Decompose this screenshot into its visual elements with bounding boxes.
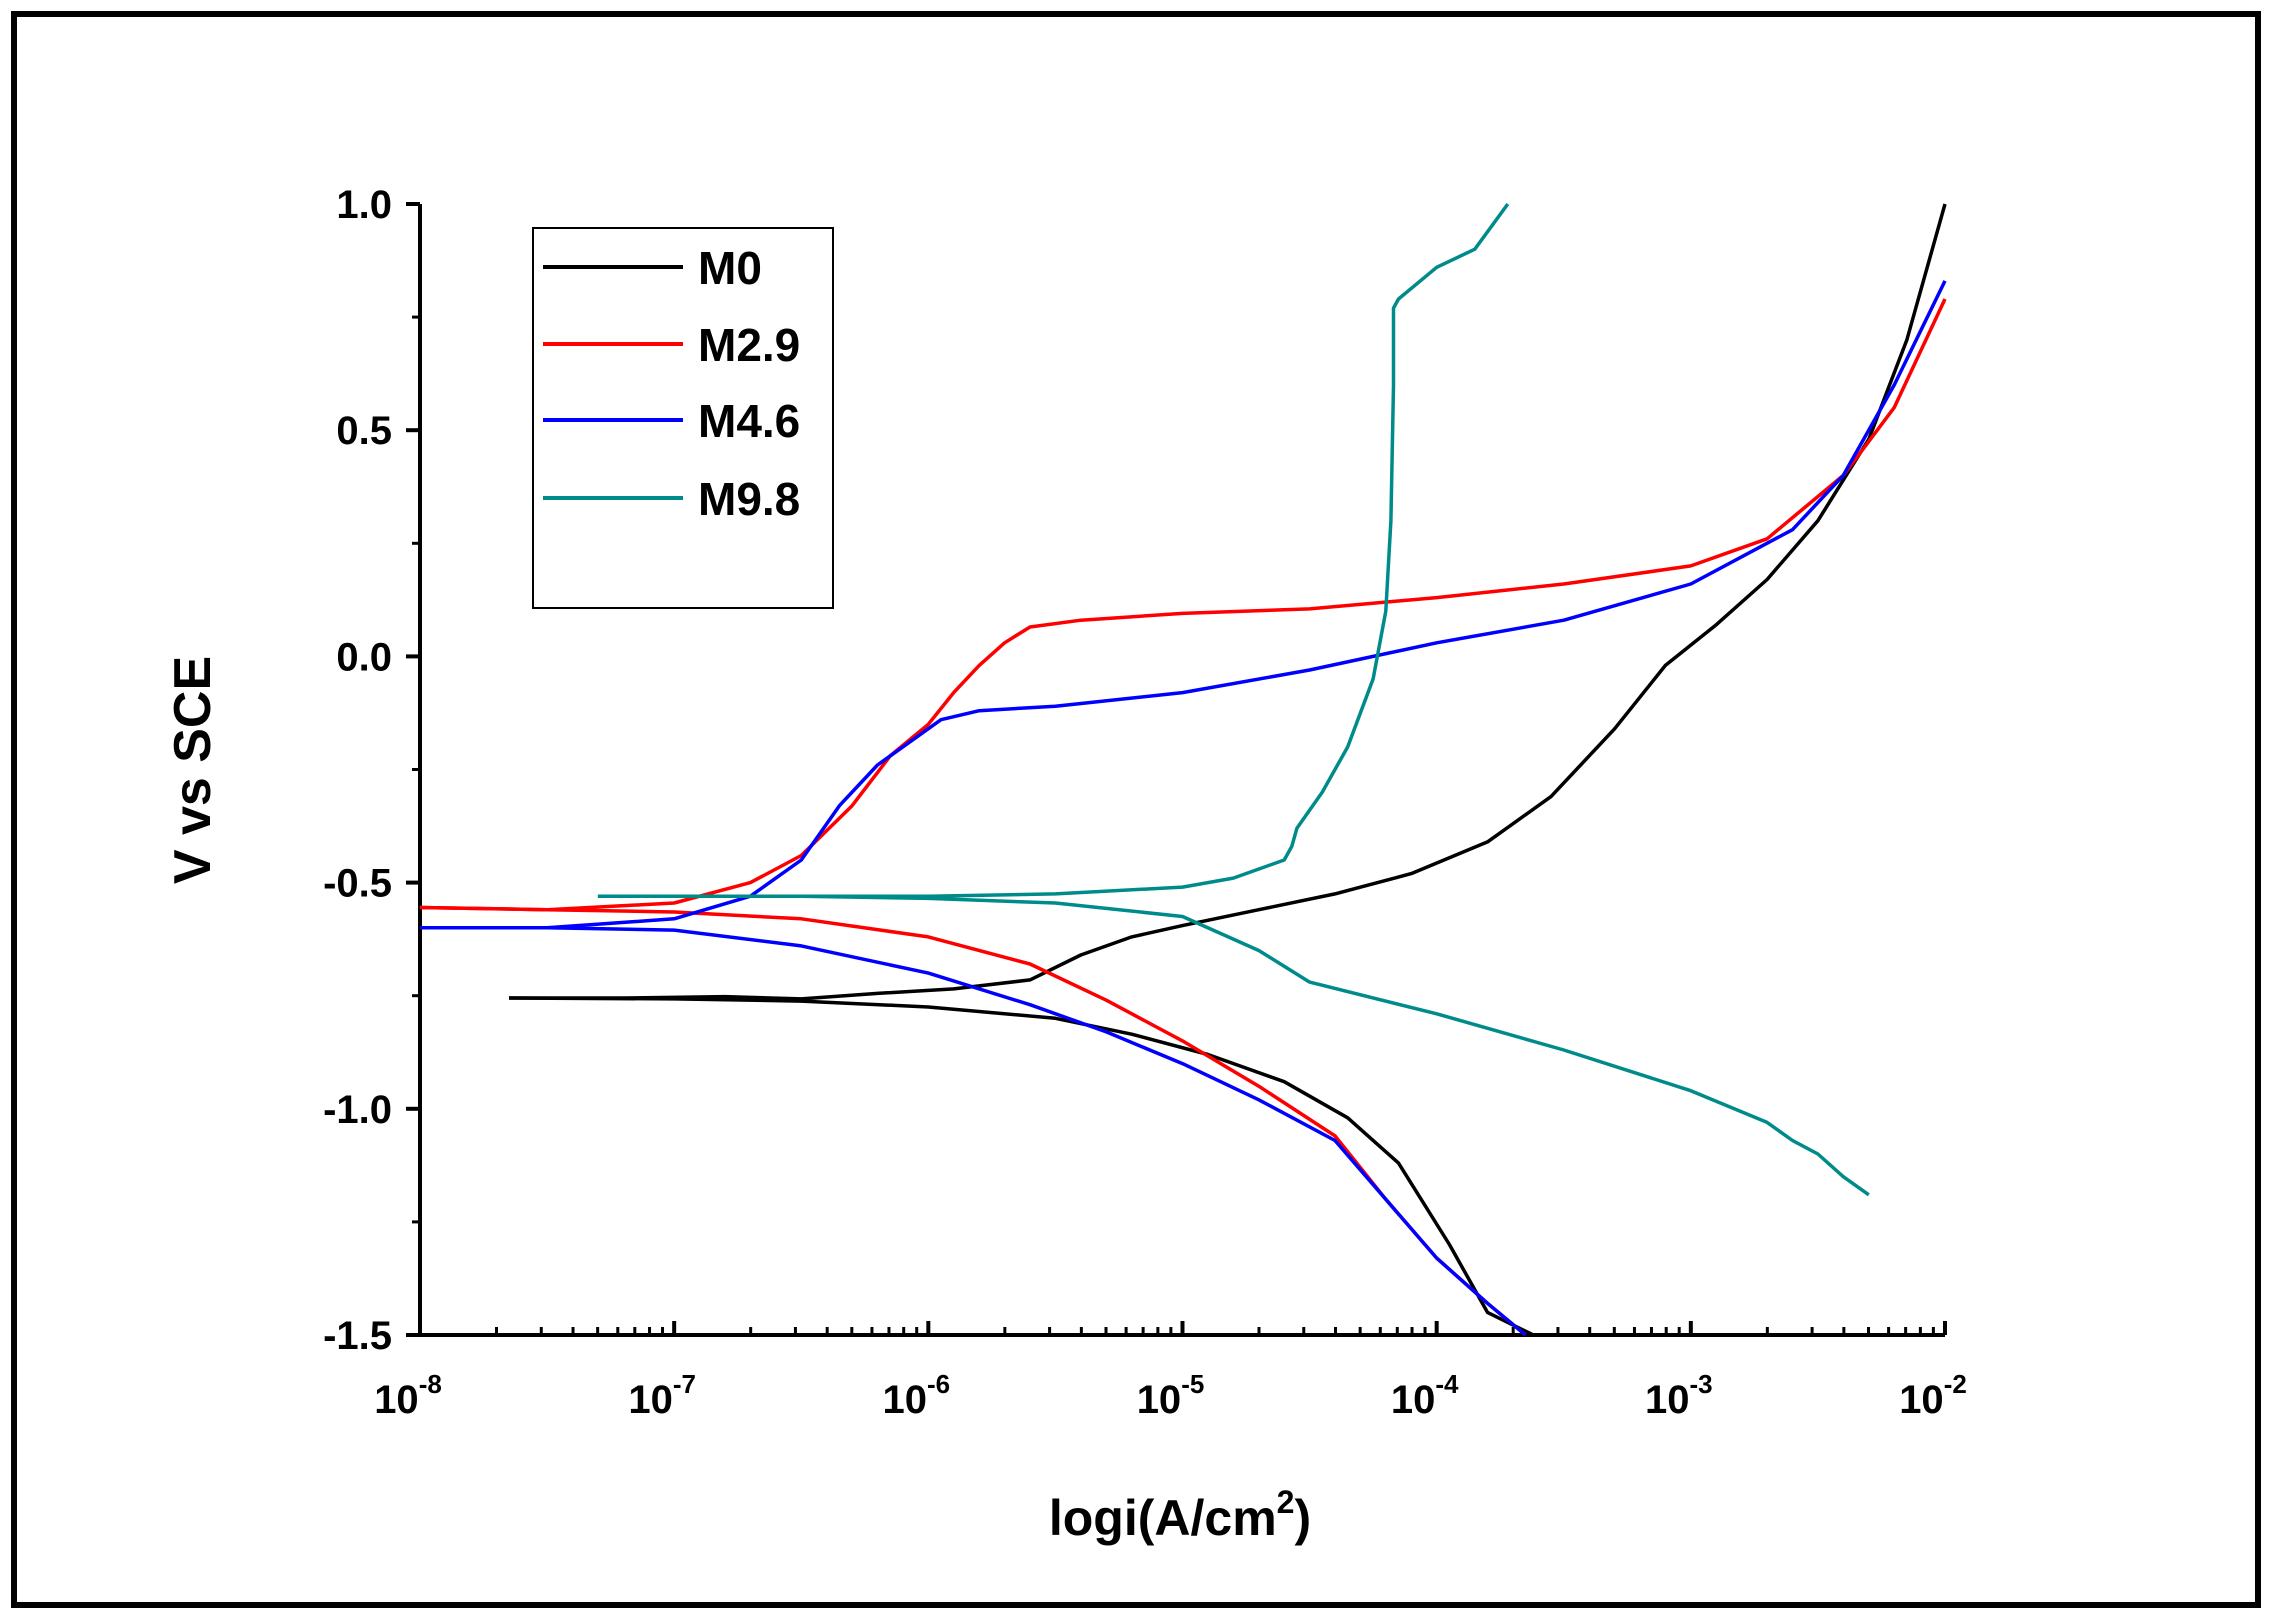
x-tick-label: 10-4 xyxy=(1391,1369,1459,1422)
x-tick-label: 10-5 xyxy=(1137,1369,1205,1422)
series-m9-8-anodic-line xyxy=(597,202,1510,898)
x-tick-base: 10 xyxy=(1899,1378,1944,1422)
x-tick-label: 10-7 xyxy=(628,1369,696,1422)
x-tick-exp: -4 xyxy=(1435,1369,1459,1399)
y-tick-label: -0.5 xyxy=(323,862,392,906)
x-axis-title-main: logi(A/cm xyxy=(1049,1490,1277,1546)
series-m2-9-anodic-line xyxy=(419,298,1947,912)
legend-label-m4-6: M4.6 xyxy=(698,395,800,447)
x-axis-title-sup: 2 xyxy=(1277,1484,1295,1520)
x-axis-title: logi(A/cm2) xyxy=(1049,1484,1311,1546)
x-tick-exp: -7 xyxy=(673,1369,696,1399)
series-m4-6-anodic-line xyxy=(420,280,1947,930)
x-tick-exp: -5 xyxy=(1181,1369,1204,1399)
x-tick-exp: -8 xyxy=(419,1369,442,1399)
legend-label-m9-8: M9.8 xyxy=(698,473,800,525)
x-tick-exp: -3 xyxy=(1690,1369,1713,1399)
x-tick-label: 10-8 xyxy=(374,1369,442,1422)
x-tick-label: 10-2 xyxy=(1899,1369,1967,1422)
y-tick-label: -1.0 xyxy=(323,1088,392,1132)
x-tick-label: 10-3 xyxy=(1645,1369,1713,1422)
x-tick-base: 10 xyxy=(1645,1378,1690,1422)
x-tick-label: 10-6 xyxy=(883,1369,951,1422)
series-m0-anodic-line xyxy=(509,203,1947,1001)
x-tick-exp: -2 xyxy=(1944,1369,1967,1399)
x-tick-base: 10 xyxy=(374,1378,419,1422)
series-layer xyxy=(419,202,1947,1337)
x-ticks: 10-8 10-7 10-6 10-5 10-4 10-3 10-2 xyxy=(374,1321,1967,1422)
y-ticks: 1.0 0.5 0.0 -0.5 -1.0 -1.5 xyxy=(323,183,420,1358)
y-axis-title-text: V vs SCE xyxy=(164,656,222,884)
x-tick-base: 10 xyxy=(883,1378,928,1422)
y-tick-label: 1.0 xyxy=(336,183,392,227)
x-tick-base: 10 xyxy=(628,1378,673,1422)
x-tick-base: 10 xyxy=(1391,1378,1436,1422)
x-axis-title-close: ) xyxy=(1294,1490,1311,1546)
y-tick-label: -1.5 xyxy=(323,1314,392,1358)
y-tick-label: 0.5 xyxy=(336,409,392,453)
legend-label-m2-9: M2.9 xyxy=(698,319,800,371)
x-tick-exp: -6 xyxy=(927,1369,950,1399)
legend: M0 M2.9 M4.6 M9.8 xyxy=(532,227,834,609)
y-tick-label: 0.0 xyxy=(336,635,392,679)
y-axis-title: V vs SCE xyxy=(164,656,222,884)
outer-frame xyxy=(11,11,2261,1608)
x-tick-base: 10 xyxy=(1137,1378,1182,1422)
legend-label-m0: M0 xyxy=(698,242,762,294)
series-m9-8-cathodic-line xyxy=(597,894,1870,1197)
series-m4-6-cathodic-line xyxy=(420,926,1527,1337)
